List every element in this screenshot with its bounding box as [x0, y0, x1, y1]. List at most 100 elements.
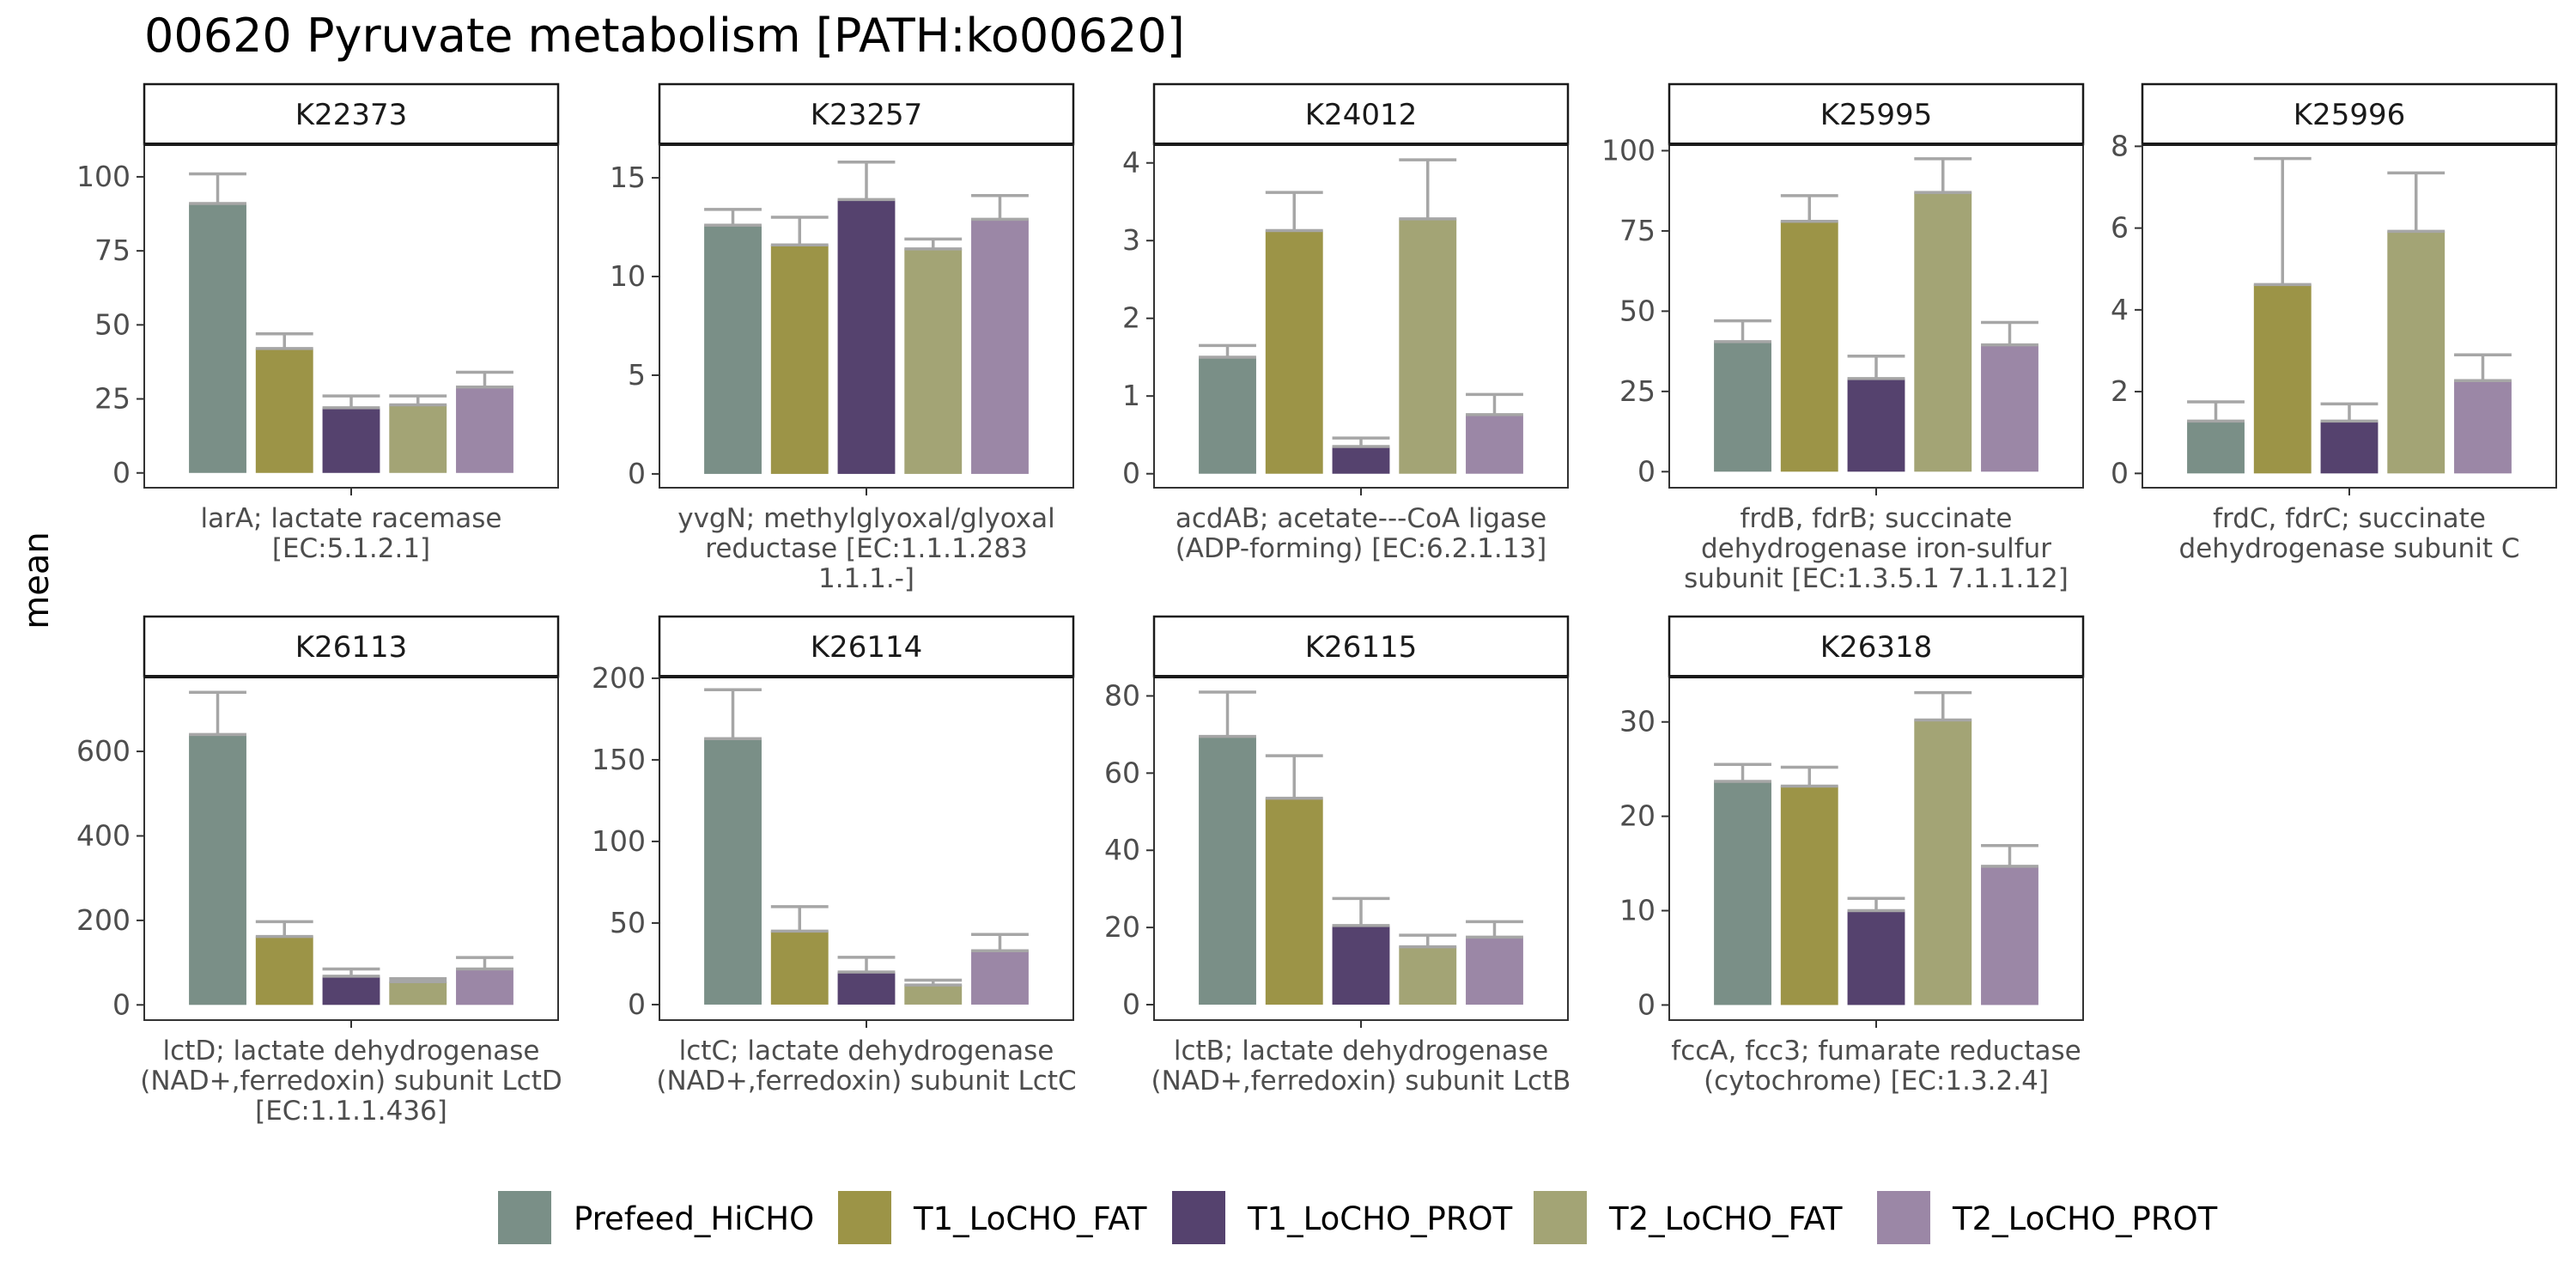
bar-T1_LoCHO_FAT: [255, 936, 313, 1005]
figure-title: 00620 Pyruvate metabolism [PATH:ko00620]: [144, 9, 1185, 63]
facet-title: K25996: [2293, 98, 2405, 132]
facet-strip: [658, 82, 1075, 146]
error-bar: [1914, 157, 1972, 194]
error-bar: [1981, 320, 2038, 347]
bar-T1_LoCHO_FAT: [255, 348, 313, 473]
facet-title: K26318: [1820, 630, 1932, 665]
error-bar: [2253, 156, 2312, 287]
y-tick-label: 200: [592, 661, 646, 695]
y-tick-label: 10: [610, 259, 646, 293]
y-tick-label: 15: [610, 161, 646, 194]
y-tick-label: 20: [1104, 910, 1140, 944]
bar-T1_LoCHO_PROT: [2320, 421, 2379, 474]
bar-T2_LoCHO_FAT: [904, 248, 963, 474]
error-bar: [770, 905, 829, 933]
error-bar: [456, 370, 513, 389]
error-bar: [1847, 896, 1905, 913]
legend-swatch: [1172, 1191, 1225, 1244]
y-tick-label: 600: [76, 734, 131, 768]
bar-T1_LoCHO_FAT: [770, 245, 829, 474]
x-tick-label: lctB; lactate dehydrogenase (NAD+,ferredo…: [1151, 1036, 1571, 1097]
y-tick-label: 4: [2111, 293, 2129, 326]
error-bar: [1199, 690, 1256, 738]
x-tick-label: yvgN; methylglyoxal/glyoxal reductase [EC…: [677, 503, 1055, 594]
bar-T2_LoCHO_FAT: [1399, 946, 1457, 1005]
error-bar: [2454, 353, 2512, 382]
error-bar: [1466, 920, 1523, 939]
facet-K24012: K24012 0 1 2 3 4 acdAB; acetate---CoA ligase (A…: [1122, 82, 1570, 564]
error-bar: [255, 920, 313, 939]
y-tick-label: 200: [76, 903, 131, 937]
error-bar: [1780, 194, 1838, 223]
bar-Prefeed_HiCHO: [189, 734, 246, 1005]
error-bar: [971, 194, 1029, 222]
facet-title: K23257: [811, 98, 922, 132]
y-tick-label: 0: [2111, 456, 2129, 489]
error-bar: [1847, 354, 1905, 380]
bar-T1_LoCHO_FAT: [1265, 798, 1323, 1005]
y-tick-label: 100: [1601, 133, 1656, 167]
y-tick-label: 60: [1104, 756, 1140, 789]
bar-T1_LoCHO_FAT: [2253, 284, 2312, 474]
x-tick-label: fccA, fcc3; fumarate reductase (cytochrom…: [1671, 1036, 2081, 1097]
bar-T2_LoCHO_PROT: [1981, 866, 2038, 1005]
y-tick-label: 0: [628, 987, 646, 1021]
bar-T1_LoCHO_PROT: [837, 199, 896, 474]
y-tick-label: 0: [112, 456, 131, 489]
error-bar: [456, 956, 513, 971]
facet-K23257: K23257 0 5 10 15 yvgN; methylglyoxal/glyoxal r…: [610, 82, 1075, 594]
facet-strip: [1152, 82, 1570, 146]
facet-title: K25995: [1820, 98, 1932, 132]
bar-T1_LoCHO_PROT: [1332, 925, 1390, 1005]
bar-T2_LoCHO_PROT: [971, 951, 1029, 1005]
y-tick-label: 10: [1619, 894, 1656, 927]
facet-title: K24012: [1305, 98, 1417, 132]
y-tick-label: 0: [628, 457, 646, 490]
legend-item-T1_LoCHO_FAT: T1_LoCHO_FAT: [838, 1191, 1147, 1244]
facet-strip: [2141, 82, 2558, 146]
error-bar: [904, 237, 963, 251]
y-tick-label: 50: [1619, 294, 1656, 327]
error-bar: [1199, 343, 1256, 359]
x-tick-label: frdB, fdrB; succinate dehydrogenase iron-…: [1684, 503, 2069, 594]
y-tick-label: 30: [1619, 705, 1656, 738]
bar-Prefeed_HiCHO: [1199, 736, 1256, 1005]
y-tick-label: 150: [592, 743, 646, 776]
bar-Prefeed_HiCHO: [1714, 781, 1771, 1005]
bar-T1_LoCHO_FAT: [770, 931, 829, 1005]
y-tick-label: 75: [94, 234, 131, 267]
error-bar: [837, 160, 896, 202]
x-tick-label: acdAB; acetate---CoA ligase (ADP-forming)…: [1176, 503, 1547, 564]
bar-T1_LoCHO_PROT: [1847, 910, 1905, 1005]
error-bar: [189, 690, 246, 737]
bar-Prefeed_HiCHO: [2187, 421, 2245, 474]
error-bar: [1780, 765, 1838, 788]
error-bar: [189, 172, 246, 205]
bar-T2_LoCHO_FAT: [389, 404, 447, 473]
bar-T2_LoCHO_PROT: [1981, 344, 2038, 472]
facet-title: K26113: [295, 630, 407, 665]
bar-T2_LoCHO_PROT: [456, 969, 513, 1005]
legend-label: T2_LoCHO_FAT: [1608, 1200, 1843, 1237]
legend-label: T1_LoCHO_FAT: [913, 1200, 1147, 1237]
bar-Prefeed_HiCHO: [1199, 356, 1256, 474]
bar-T1_LoCHO_PROT: [1847, 378, 1905, 472]
error-bar: [704, 688, 762, 740]
y-tick-label: 50: [610, 906, 646, 939]
legend: Prefeed_HiCHO T1_LoCHO_FAT T1_LoCHO_PROT T2…: [498, 1191, 2218, 1244]
y-tick-label: 8: [2111, 129, 2129, 162]
bar-T2_LoCHO_FAT: [904, 985, 963, 1005]
legend-label: T1_LoCHO_PROT: [1247, 1200, 1513, 1237]
facet-strip: [658, 615, 1075, 678]
bar-T1_LoCHO_FAT: [1780, 221, 1838, 472]
bar-T2_LoCHO_FAT: [389, 981, 447, 1005]
bar-T2_LoCHO_PROT: [971, 219, 1029, 474]
legend-item-Prefeed_HiCHO: Prefeed_HiCHO: [498, 1191, 814, 1244]
y-tick-label: 20: [1619, 799, 1656, 833]
error-bar: [1265, 754, 1323, 800]
facet-title: K26115: [1305, 630, 1417, 665]
facet-K26114: K26114 0 50 100 150 200 lctC; lactate dehydrog…: [592, 615, 1077, 1097]
x-tick-label: larA; lactate racemase [EC:5.1.2.1]: [200, 503, 501, 564]
